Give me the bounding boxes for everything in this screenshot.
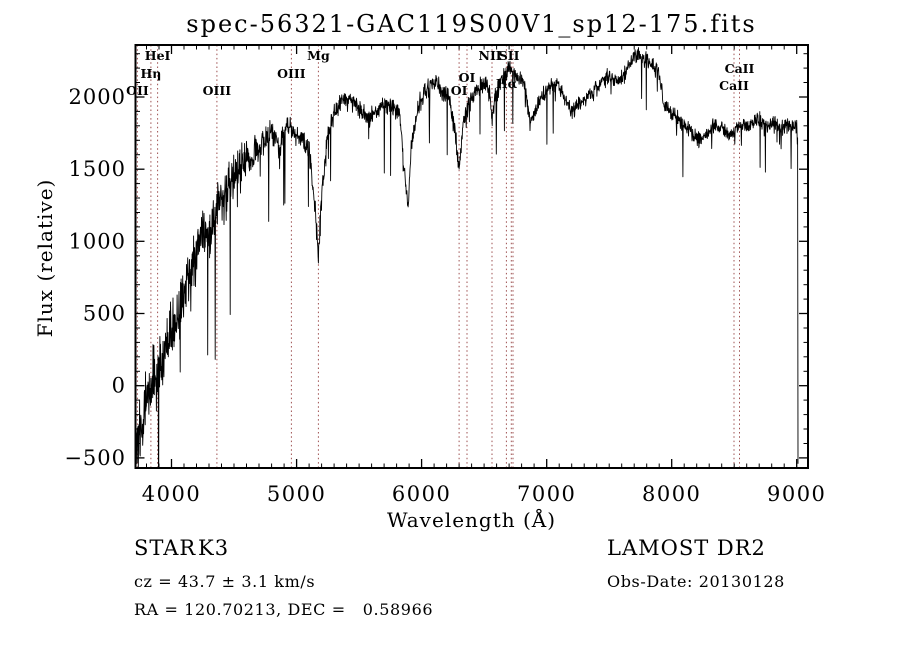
spectral-line-label: OII: [126, 83, 149, 98]
spectral-line-label: NII: [479, 48, 502, 63]
y-tick-label: 1500: [69, 157, 126, 181]
x-tick-label: 5000: [267, 482, 326, 506]
spectral-line-label: Mg: [307, 48, 330, 63]
plot-border: [134, 44, 809, 469]
spectral-line-label: Hη: [140, 66, 161, 81]
x-tick-label: 4000: [142, 482, 201, 506]
y-tick-label: 500: [83, 302, 126, 326]
y-tick-label: 1000: [69, 229, 126, 253]
y-tick-label: 0: [112, 374, 126, 398]
x-tick-label: 7000: [517, 482, 576, 506]
object-subclass-label: K3: [198, 536, 230, 560]
ra-dec-label: RA = 120.70213, DEC = 0.58966: [134, 600, 434, 619]
spectral-line-label: OI: [451, 83, 468, 98]
spectral-line-label: OIII: [203, 83, 232, 98]
survey-name-label: LAMOST DR2: [607, 536, 766, 560]
plot-title: spec-56321-GAC119S00V1_sp12-175.fits: [186, 10, 757, 38]
spectral-line-label: CaII: [725, 61, 755, 76]
obs-date-label: Obs-Date: 20130128: [607, 572, 785, 591]
spectral-line-label: OIII: [277, 66, 306, 81]
spectral-line-label: HeI: [145, 48, 171, 63]
spectral-line-label: SII: [499, 48, 520, 63]
x-tick-label: 8000: [642, 482, 701, 506]
y-tick-label: 2000: [69, 85, 126, 109]
y-tick-label: −500: [64, 446, 126, 470]
spectral-line-label: CaII: [719, 78, 749, 93]
cz-velocity-label: cz = 43.7 ± 3.1 km/s: [134, 572, 316, 591]
spectral-line-label: OI: [459, 70, 476, 85]
x-tick-label: 6000: [392, 482, 451, 506]
object-class-label: STAR: [134, 536, 197, 560]
x-axis-label: Wavelength (Å): [386, 508, 557, 532]
x-tick-label: 9000: [767, 482, 826, 506]
y-axis-label: Flux (relative): [33, 178, 57, 338]
spectrum-trace: [135, 47, 799, 468]
